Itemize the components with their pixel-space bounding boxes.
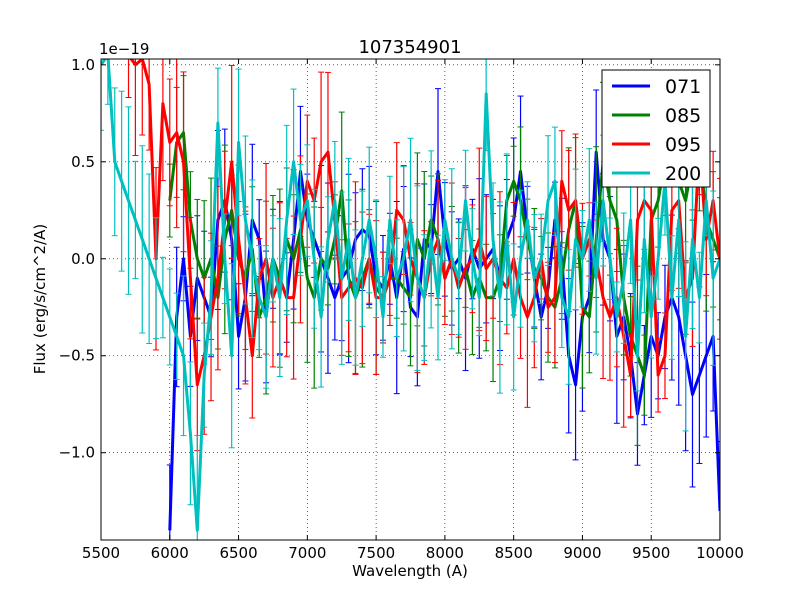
series-layer bbox=[101, 59, 720, 540]
x-tick-label: 10000 bbox=[696, 544, 744, 562]
x-tick-label: 6000 bbox=[151, 544, 189, 562]
y-tick-label: 0.0 bbox=[71, 250, 95, 268]
x-tick-label: 9000 bbox=[563, 544, 601, 562]
legend-label-085: 085 bbox=[665, 105, 701, 127]
x-tick-label: 6500 bbox=[219, 544, 257, 562]
chart-title: 107354901 bbox=[358, 37, 461, 58]
y-tick-label: −0.5 bbox=[59, 347, 95, 365]
x-tick-label: 8500 bbox=[495, 544, 533, 562]
x-tick-label: 7500 bbox=[357, 544, 395, 562]
legend-label-200: 200 bbox=[665, 163, 701, 185]
x-axis-label: Wavelength (A) bbox=[352, 562, 468, 580]
plot-frame bbox=[100, 58, 721, 541]
y-offset-label: 1e−19 bbox=[99, 40, 149, 58]
x-tick-label: 7000 bbox=[288, 544, 326, 562]
y-tick-label: 0.5 bbox=[71, 153, 95, 171]
y-tick-label: 1.0 bbox=[71, 56, 95, 74]
series-line-200 bbox=[101, 59, 720, 532]
y-axis-label: Flux (erg/s/cm^2/A) bbox=[31, 224, 49, 375]
legend-label-071: 071 bbox=[665, 76, 701, 98]
legend: 071 085 095 200 bbox=[601, 69, 711, 188]
x-tick-label: 5500 bbox=[82, 544, 120, 562]
x-tick-label: 9500 bbox=[632, 544, 670, 562]
series-200 bbox=[101, 59, 720, 540]
y-tick-label: −1.0 bbox=[59, 444, 95, 462]
legend-label-095: 095 bbox=[665, 134, 701, 156]
legend-box bbox=[601, 69, 711, 188]
x-tick-label: 8000 bbox=[426, 544, 464, 562]
axis-ticks: 5500 6000 6500 7000 7500 8000 8500 9000 9500 1000… bbox=[59, 56, 744, 562]
